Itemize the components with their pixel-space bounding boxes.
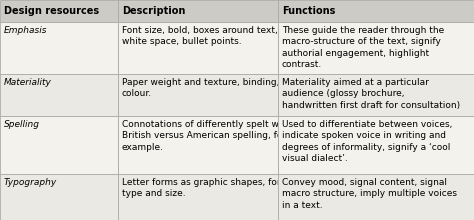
Text: Typography: Typography bbox=[4, 178, 57, 187]
Bar bbox=[118, 74, 278, 116]
Text: Functions: Functions bbox=[282, 6, 336, 16]
Bar bbox=[278, 0, 474, 22]
Text: Letter forms as graphic shapes, font
type and size.: Letter forms as graphic shapes, font typ… bbox=[122, 178, 286, 198]
Bar bbox=[278, 22, 474, 74]
Text: These guide the reader through the
macro-structure of the text, signify
authoria: These guide the reader through the macro… bbox=[282, 26, 444, 69]
Bar bbox=[0, 0, 118, 22]
Text: Materiality aimed at a particular
audience (glossy brochure,
handwritten first d: Materiality aimed at a particular audien… bbox=[282, 78, 460, 110]
Bar bbox=[278, 116, 474, 174]
Text: Materiality: Materiality bbox=[4, 78, 52, 87]
Text: Spelling: Spelling bbox=[4, 120, 40, 129]
Bar bbox=[0, 22, 118, 74]
Bar bbox=[278, 74, 474, 116]
Text: Connotations of differently spelt words,
British versus American spelling, for
e: Connotations of differently spelt words,… bbox=[122, 120, 301, 152]
Bar bbox=[118, 0, 278, 22]
Bar bbox=[0, 74, 118, 116]
Text: Description: Description bbox=[122, 6, 185, 16]
Bar bbox=[118, 174, 278, 220]
Text: Design resources: Design resources bbox=[4, 6, 99, 16]
Bar bbox=[0, 174, 118, 220]
Text: Paper weight and texture, binding,
colour.: Paper weight and texture, binding, colou… bbox=[122, 78, 279, 99]
Text: Font size, bold, boxes around text,
white space, bullet points.: Font size, bold, boxes around text, whit… bbox=[122, 26, 278, 46]
Bar bbox=[278, 174, 474, 220]
Bar bbox=[118, 22, 278, 74]
Text: Convey mood, signal content, signal
macro structure, imply multiple voices
in a : Convey mood, signal content, signal macr… bbox=[282, 178, 457, 210]
Bar bbox=[0, 116, 118, 174]
Bar bbox=[118, 116, 278, 174]
Text: Emphasis: Emphasis bbox=[4, 26, 47, 35]
Text: Used to differentiate between voices,
indicate spoken voice in writing and
degre: Used to differentiate between voices, in… bbox=[282, 120, 452, 163]
